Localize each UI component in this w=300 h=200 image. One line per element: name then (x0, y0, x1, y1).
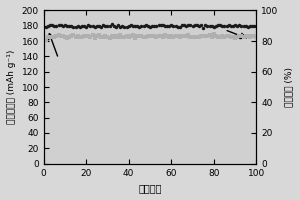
X-axis label: 循环次数: 循环次数 (138, 183, 162, 193)
Y-axis label: 库伦效率 (%): 库伦效率 (%) (284, 67, 293, 107)
Y-axis label: 放电比容量 (mAh g⁻¹): 放电比容量 (mAh g⁻¹) (7, 50, 16, 124)
